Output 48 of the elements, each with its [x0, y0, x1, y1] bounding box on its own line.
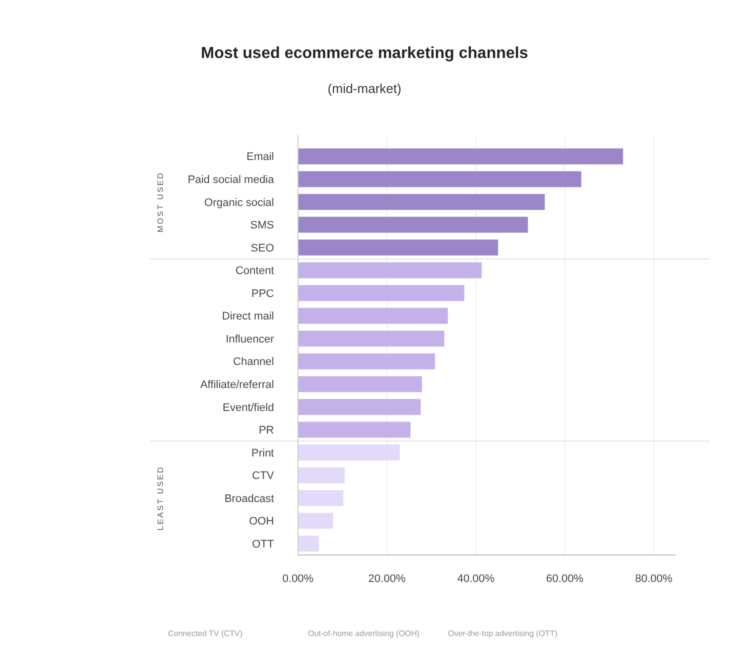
bar [298, 262, 482, 278]
y-tick-label: Paid social media [188, 174, 275, 186]
bar [298, 216, 528, 233]
chart-subtitle: (mid-market) [328, 81, 402, 96]
y-tick-label: Channel [233, 356, 274, 368]
bar [298, 148, 624, 164]
x-tick-label: 60.00% [546, 573, 584, 585]
bar [298, 376, 422, 392]
bar [298, 536, 319, 552]
bar [298, 308, 448, 324]
x-tick-label: 20.00% [368, 573, 406, 585]
text: MOST USED [156, 171, 165, 232]
bar [298, 490, 344, 506]
x-tick-label: 80.00% [635, 573, 673, 585]
y-tick-label: Email [246, 151, 274, 164]
y-tick-label: Direct mail [222, 310, 274, 323]
bar [298, 422, 411, 438]
bar [298, 171, 582, 188]
bar [298, 512, 334, 529]
text: Out-of-home advertising (OOH) [308, 629, 420, 638]
y-tick-label: OOH [248, 516, 274, 528]
y-tick-label: SEO [250, 242, 274, 254]
text: Over-the-top advertising (OTT) [448, 629, 558, 638]
x-tick-label: 0.00% [282, 573, 314, 585]
bar [298, 194, 545, 210]
x-tick-label: 40.00% [457, 573, 495, 585]
y-tick-label: PPC [251, 288, 274, 300]
bar [298, 353, 435, 370]
y-tick-label: PR [258, 424, 274, 437]
bar [298, 330, 444, 347]
y-tick-label: Event/field [222, 402, 274, 414]
text: Connected TV (CTV) [168, 629, 243, 638]
chart-title: Most used ecommerce marketing channels [200, 45, 528, 62]
y-tick-label: Influencer [226, 333, 274, 346]
y-tick-label: SMS [250, 220, 274, 232]
y-tick-label: Print [251, 447, 274, 460]
y-tick-label: OTT [252, 538, 274, 550]
y-tick-label: Content [235, 265, 274, 278]
bar [298, 398, 421, 415]
bar [298, 467, 345, 484]
y-tick-label: Broadcast [224, 492, 274, 505]
y-tick-label: Organic social [204, 196, 274, 209]
bar [298, 240, 498, 256]
text: LEAST USED [156, 466, 165, 530]
bar [298, 444, 400, 460]
bar [298, 285, 464, 302]
y-tick-label: CTV [252, 470, 275, 482]
y-tick-label: Affiliate/referral [200, 379, 274, 392]
